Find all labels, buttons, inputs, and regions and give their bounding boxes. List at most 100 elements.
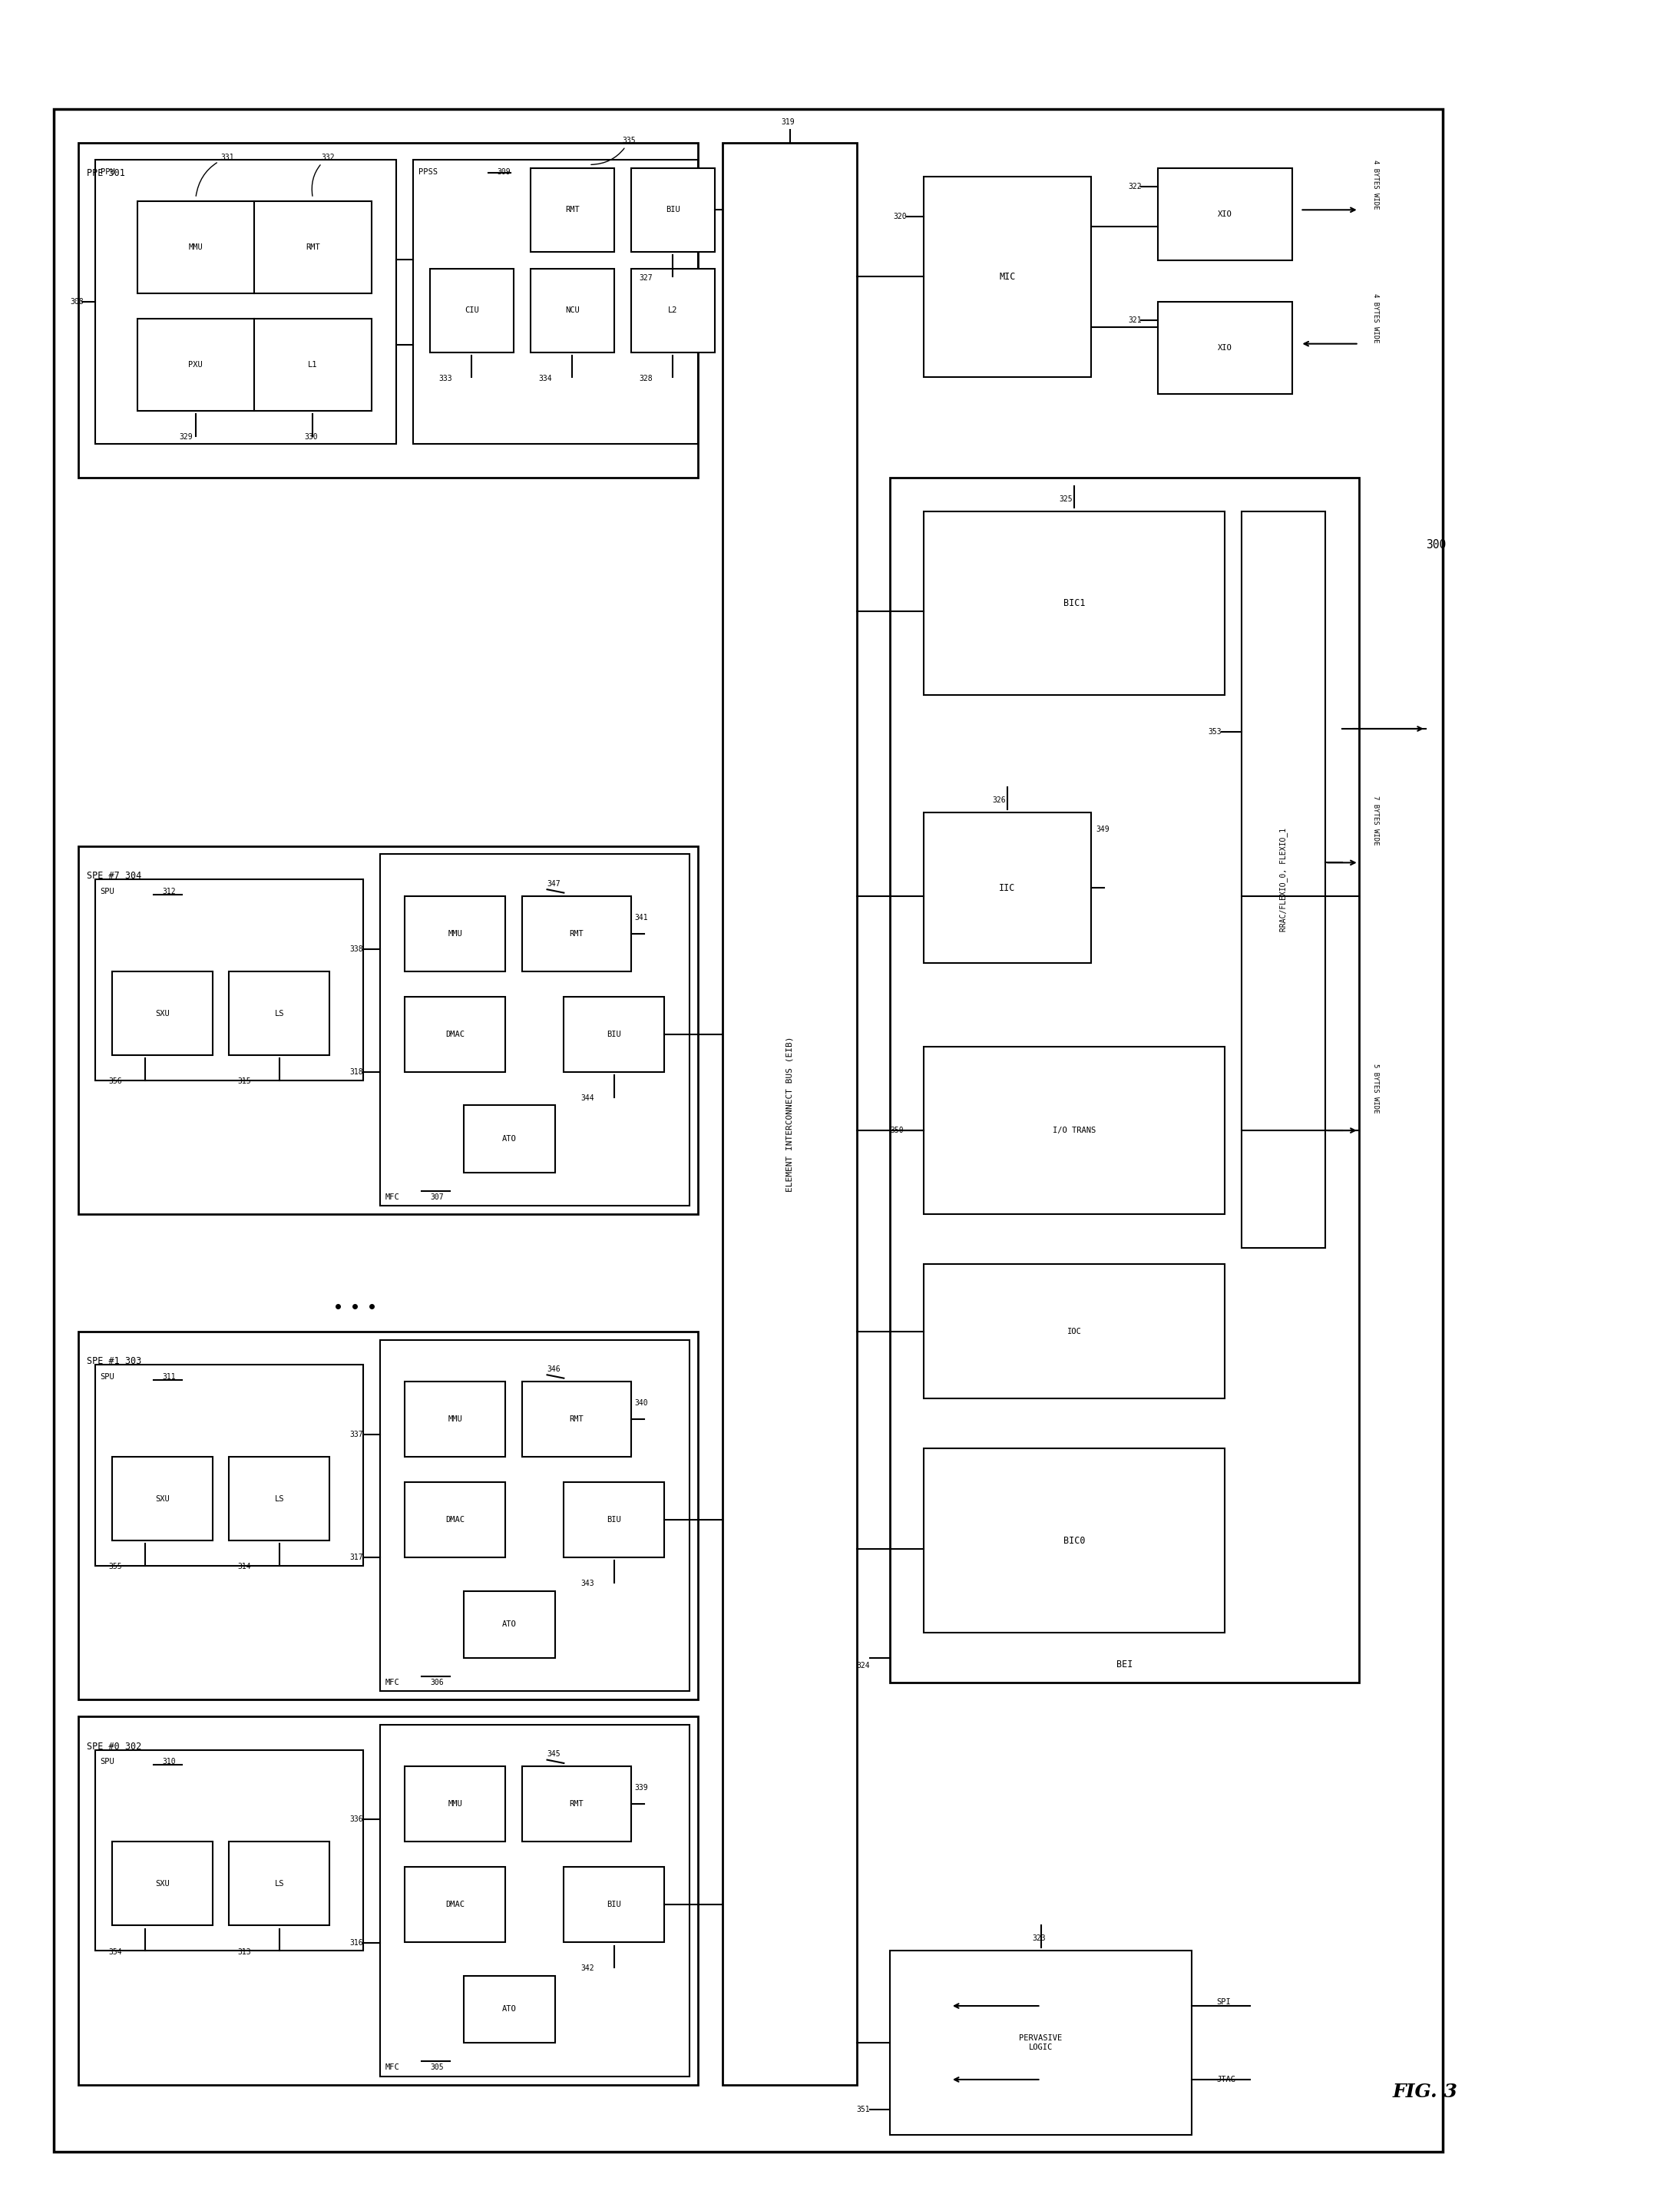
Text: 329: 329 (180, 432, 193, 441)
Text: DMAC: DMAC (445, 1031, 465, 1038)
FancyBboxPatch shape (890, 478, 1359, 1683)
Text: 311: 311 (163, 1373, 176, 1380)
Text: PERVASIVE
LOGIC: PERVASIVE LOGIC (1020, 2034, 1062, 2051)
Text: SPU: SPU (101, 889, 114, 895)
Text: 324: 324 (857, 1661, 870, 1670)
Text: RRAC/FLEXIO_0, FLEXIO_1: RRAC/FLEXIO_0, FLEXIO_1 (1278, 827, 1287, 930)
Text: 346: 346 (548, 1365, 561, 1373)
Text: BIU: BIU (606, 1516, 622, 1523)
Text: 314: 314 (237, 1562, 250, 1571)
Text: 322: 322 (1127, 182, 1141, 191)
FancyBboxPatch shape (79, 1716, 697, 2084)
Text: 330: 330 (304, 432, 318, 441)
Text: ATO: ATO (502, 1134, 517, 1143)
Text: 350: 350 (890, 1128, 904, 1134)
FancyBboxPatch shape (380, 1724, 689, 2076)
Text: 345: 345 (548, 1751, 561, 1757)
FancyBboxPatch shape (722, 143, 857, 2084)
Text: MFC: MFC (385, 1678, 400, 1687)
Text: 326: 326 (993, 796, 1006, 803)
FancyBboxPatch shape (113, 972, 212, 1055)
Text: MMU: MMU (449, 1801, 462, 1808)
FancyBboxPatch shape (380, 853, 689, 1207)
FancyBboxPatch shape (228, 1457, 329, 1540)
FancyBboxPatch shape (405, 1382, 506, 1457)
Text: DMAC: DMAC (445, 1900, 465, 1909)
Text: BIU: BIU (606, 1031, 622, 1038)
FancyBboxPatch shape (228, 1843, 329, 1926)
Text: L2: L2 (669, 307, 677, 314)
FancyBboxPatch shape (924, 1047, 1225, 1213)
Text: 336: 336 (349, 1817, 363, 1823)
FancyBboxPatch shape (464, 1591, 556, 1659)
Text: PPE 301: PPE 301 (87, 169, 126, 178)
Text: 320: 320 (894, 213, 907, 219)
FancyBboxPatch shape (405, 895, 506, 972)
Text: RMT: RMT (570, 1415, 583, 1424)
Text: ATO: ATO (502, 2005, 517, 2014)
FancyBboxPatch shape (430, 268, 514, 351)
Text: I/O TRANS: I/O TRANS (1053, 1128, 1095, 1134)
Text: 313: 313 (237, 1948, 250, 1955)
FancyBboxPatch shape (564, 1481, 664, 1558)
Text: 331: 331 (197, 154, 234, 195)
Text: 356: 356 (109, 1077, 123, 1086)
Text: SPU: SPU (101, 1757, 114, 1766)
Text: 316: 316 (349, 1939, 363, 1946)
FancyBboxPatch shape (531, 268, 615, 351)
Text: PXU: PXU (188, 360, 203, 369)
FancyBboxPatch shape (924, 1448, 1225, 1632)
FancyBboxPatch shape (564, 1867, 664, 1942)
Text: 339: 339 (633, 1784, 648, 1792)
Text: LS: LS (274, 1494, 284, 1503)
Text: BIU: BIU (606, 1900, 622, 1909)
Text: CIU: CIU (465, 307, 479, 314)
FancyBboxPatch shape (522, 1766, 630, 1843)
FancyBboxPatch shape (1158, 169, 1292, 261)
Text: 321: 321 (1127, 316, 1141, 325)
FancyBboxPatch shape (924, 176, 1090, 377)
Text: BIC0: BIC0 (1063, 1536, 1085, 1545)
Text: 300: 300 (1426, 540, 1446, 551)
FancyBboxPatch shape (405, 1481, 506, 1558)
Text: 340: 340 (633, 1400, 648, 1406)
Text: 355: 355 (109, 1562, 123, 1571)
Text: SXU: SXU (155, 1009, 170, 1018)
FancyBboxPatch shape (1242, 511, 1326, 1248)
FancyBboxPatch shape (405, 996, 506, 1073)
Text: 335: 335 (591, 136, 637, 165)
Text: MMU: MMU (449, 1415, 462, 1424)
Text: JTAG: JTAG (1216, 2076, 1236, 2084)
Text: MMU: MMU (188, 244, 203, 252)
Text: 333: 333 (438, 375, 452, 382)
Text: 342: 342 (581, 1966, 595, 1972)
FancyBboxPatch shape (380, 1341, 689, 1692)
Text: XIO: XIO (1218, 211, 1231, 217)
Text: RMT: RMT (306, 244, 319, 252)
Text: 7 BYTES WIDE: 7 BYTES WIDE (1373, 796, 1379, 845)
Text: SPE #0 302: SPE #0 302 (87, 1742, 141, 1751)
Text: 317: 317 (349, 1553, 363, 1562)
Text: 4 BYTES WIDE: 4 BYTES WIDE (1373, 160, 1379, 208)
FancyBboxPatch shape (630, 268, 714, 351)
FancyBboxPatch shape (96, 160, 396, 443)
FancyBboxPatch shape (464, 1977, 556, 2043)
Text: 351: 351 (857, 2106, 870, 2113)
Text: 344: 344 (581, 1095, 595, 1101)
Text: PPSS: PPSS (418, 169, 437, 176)
Text: 318: 318 (349, 1068, 363, 1075)
Text: 310: 310 (163, 1757, 176, 1766)
FancyBboxPatch shape (1158, 303, 1292, 395)
FancyBboxPatch shape (522, 895, 630, 972)
FancyBboxPatch shape (924, 812, 1090, 963)
Text: MFC: MFC (385, 2065, 400, 2071)
Text: RMT: RMT (570, 1801, 583, 1808)
Text: DMAC: DMAC (445, 1516, 465, 1523)
Text: RMT: RMT (570, 930, 583, 937)
Text: SPU: SPU (101, 1373, 114, 1380)
FancyBboxPatch shape (413, 160, 697, 443)
Text: 338: 338 (349, 946, 363, 952)
Text: 315: 315 (237, 1077, 250, 1086)
Text: 332: 332 (312, 154, 334, 195)
FancyBboxPatch shape (254, 202, 371, 294)
